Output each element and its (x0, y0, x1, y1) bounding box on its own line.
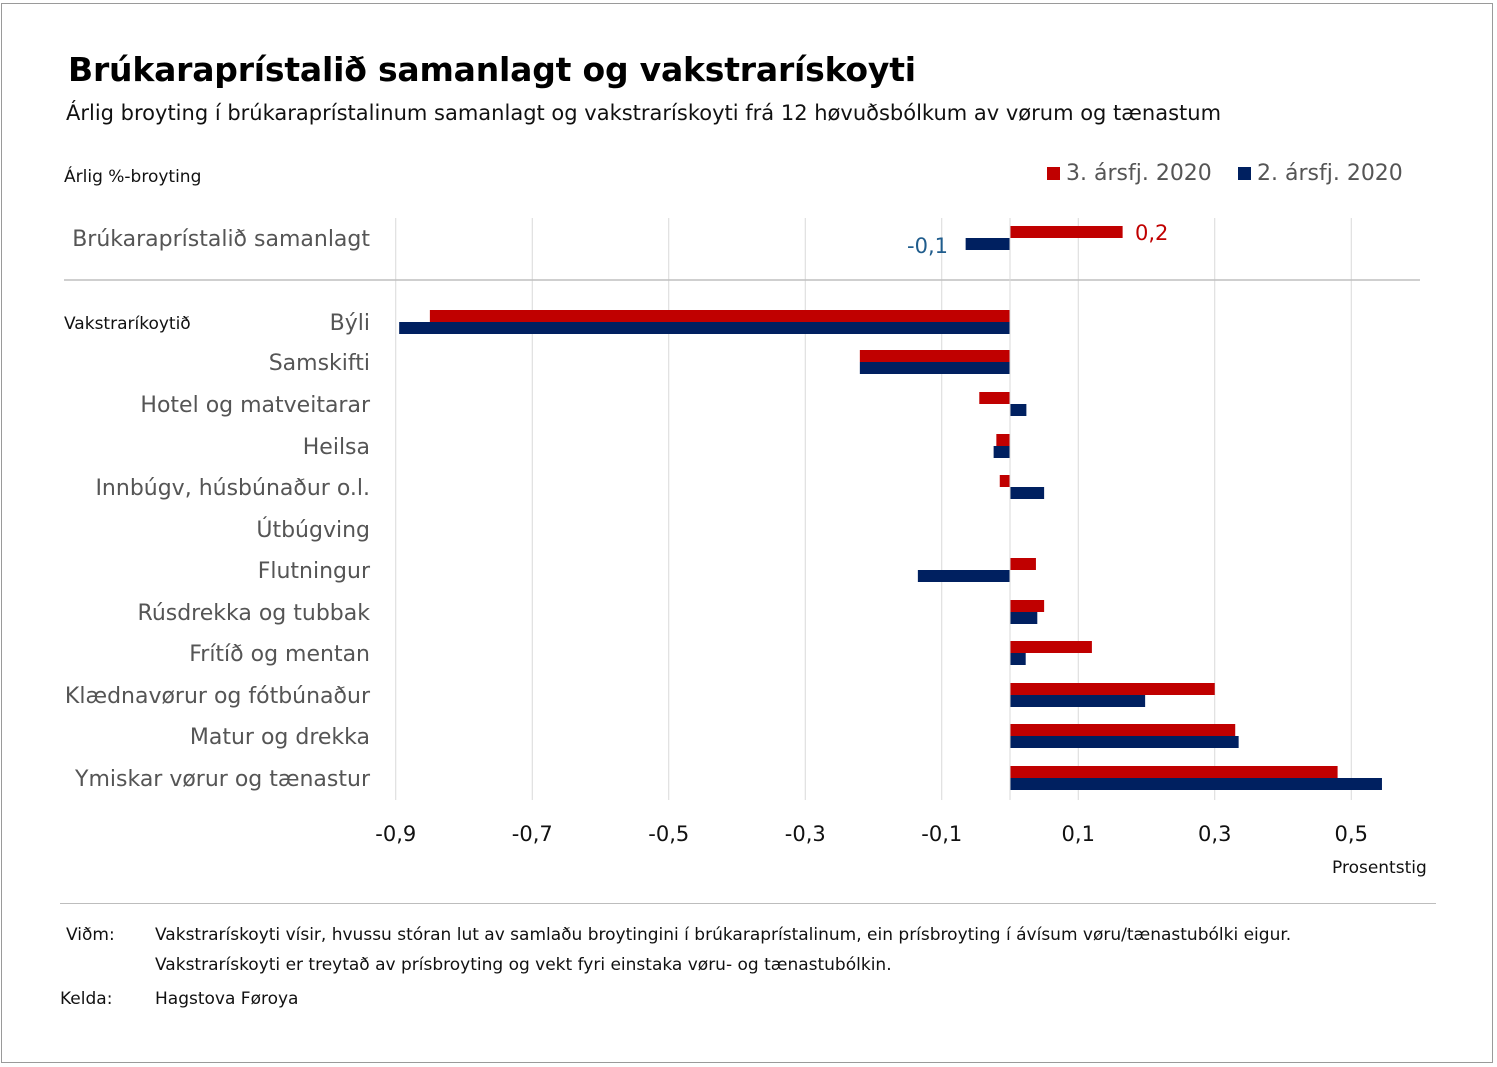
chart-subtitle: Árlig broyting í brúkaraprístalinum sama… (66, 101, 1222, 125)
bar-q3 (1010, 641, 1092, 653)
chart-title: Brúkaraprístalið samanlagt og vakstrarís… (68, 50, 916, 89)
data-label-q3-total: 0,2 (1135, 221, 1168, 245)
category-label: Frítíð og mentan (189, 642, 370, 667)
legend-label-q3: 3. ársfj. 2020 (1066, 161, 1212, 186)
bar-q2 (1010, 653, 1026, 665)
group-label: Vakstraríkoytið (64, 314, 191, 334)
bar-q3 (996, 434, 1010, 446)
x-tick-label: -0,1 (921, 822, 962, 846)
bar-q2 (917, 570, 1010, 582)
bar-q2 (1010, 612, 1038, 624)
category-label: Innbúgv, húsbúnaður o.l. (95, 476, 370, 501)
bar-q2 (1010, 404, 1027, 416)
bar-q2 (1010, 695, 1146, 707)
category-label: Samskifti (269, 351, 370, 376)
x-axis-label: Prosentstig (1332, 858, 1427, 878)
bar-q3 (1010, 724, 1236, 736)
note-line-1: Vakstrarískoyti vísir, hvussu stóran lut… (155, 925, 1292, 945)
category-label: Útbúgving (256, 517, 370, 543)
data-label-q2-total: -0,1 (907, 234, 948, 258)
footer-separator (60, 903, 1436, 904)
source-label: Kelda: (60, 989, 113, 1009)
x-tick-label: 0,3 (1198, 822, 1231, 846)
legend-item-q3: 3. ársfj. 2020 (1047, 161, 1212, 186)
category-label: Heilsa (303, 435, 370, 460)
category-label: Býli (330, 311, 370, 336)
bar-q2 (399, 322, 1011, 334)
bar-q2 (859, 362, 1010, 374)
bar-q3 (1010, 226, 1123, 238)
bar-q3 (979, 392, 1010, 404)
bar-q2 (1010, 487, 1045, 499)
legend-swatch-q3 (1047, 167, 1060, 180)
category-label: Matur og drekka (190, 725, 370, 750)
bar-q3 (1010, 683, 1215, 695)
x-tick-label: -0,9 (375, 822, 416, 846)
bar-q2 (1010, 778, 1382, 790)
category-label: Flutningur (258, 559, 371, 584)
bar-q2 (965, 238, 1010, 250)
category-label: Klædnavørur og fótbúnaður (65, 684, 371, 709)
x-tick-label: -0,3 (785, 822, 826, 846)
category-label: Ymiskar vørur og tænastur (74, 767, 371, 792)
x-tick-label: -0,7 (512, 822, 553, 846)
bar-q3 (1010, 558, 1036, 570)
bar-q3 (999, 475, 1010, 487)
source-value: Hagstova Føroya (155, 989, 299, 1009)
bar-q2 (993, 446, 1010, 458)
legend-label-q2: 2. ársfj. 2020 (1257, 161, 1403, 186)
bar-q3 (1010, 600, 1045, 612)
category-label: Hotel og matveitarar (140, 393, 371, 418)
x-tick-label: 0,5 (1335, 822, 1368, 846)
bar-q3 (1010, 766, 1338, 778)
legend-item-q2: 2. ársfj. 2020 (1238, 161, 1403, 186)
bar-q3 (429, 310, 1010, 322)
bar-q3 (859, 350, 1010, 362)
x-tick-label: -0,5 (648, 822, 689, 846)
category-label: Rúsdrekka og tubbak (138, 601, 371, 626)
legend-swatch-q2 (1238, 167, 1251, 180)
y-axis-label: Árlig %-broyting (64, 167, 202, 187)
bar-q2 (1010, 736, 1239, 748)
note-line-2: Vakstrarískoyti er treytað av prísbroyti… (155, 955, 892, 975)
category-label: Brúkaraprístalið samanlagt (72, 227, 370, 252)
note-label: Viðm: (66, 925, 115, 945)
x-tick-label: 0,1 (1062, 822, 1095, 846)
